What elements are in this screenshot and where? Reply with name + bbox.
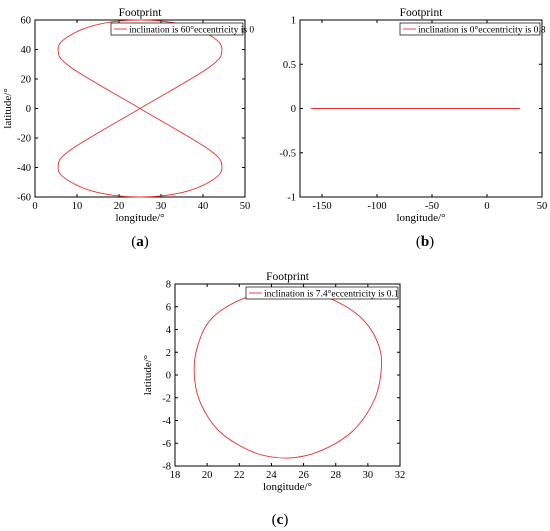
y-tick-label: 6 <box>166 302 171 313</box>
series-line <box>57 19 223 198</box>
legend-box <box>399 22 541 36</box>
y-tick-label: -8 <box>162 462 171 473</box>
x-tick-label: 20 <box>114 201 125 212</box>
x-axis-label: longitude/° <box>115 212 164 224</box>
y-tick-label: 20 <box>21 75 32 86</box>
y-tick-label: -0.5 <box>279 148 296 159</box>
y-tick-label: 8 <box>166 280 171 291</box>
y-tick-label: 2 <box>166 348 171 359</box>
x-tick-label: 18 <box>170 470 181 481</box>
y-axis-label: latitude/° <box>142 355 154 395</box>
legend-label: inclination is 0°eccentricity is 0.8 <box>418 24 546 35</box>
y-tick-label: 1 <box>291 16 296 27</box>
chart-panel-b: -150 -100 -50 0 50 -1 -0.5 0 0.5 1 Footprint longit… <box>279 7 547 250</box>
y-tick-label: 0 <box>291 104 296 115</box>
legend-label: inclination is 60°eccentricity is 0 <box>129 24 254 35</box>
x-tick-label: 50 <box>240 201 251 212</box>
y-tick-label: -40 <box>17 163 31 174</box>
x-tick-label: -50 <box>425 201 439 212</box>
y-tick-label: -2 <box>162 393 171 404</box>
y-tick-label: 0 <box>26 104 31 115</box>
legend-label: inclination is 7.4°eccentricity is 0.1 <box>264 288 399 299</box>
y-tick-label: 0.5 <box>283 60 296 71</box>
y-tick-label: 40 <box>21 45 32 56</box>
legend-box <box>110 22 244 36</box>
x-axis-label: longitude/° <box>396 212 445 224</box>
x-tick-label: 20 <box>202 470 213 481</box>
x-tick-label: 32 <box>395 470 406 481</box>
x-tick-label: 40 <box>198 201 209 212</box>
chart-panel-c: 18 20 22 24 26 28 30 32-8-6-4-202468Footprintlo… <box>142 271 405 528</box>
x-tick-label: -100 <box>367 201 386 212</box>
series-line <box>193 290 382 459</box>
y-tick-label: 60 <box>21 16 32 27</box>
chart-title: Footprint <box>119 7 163 19</box>
x-tick-label: 24 <box>266 470 277 481</box>
y-tick-label: -60 <box>17 193 31 204</box>
x-tick-label: -150 <box>312 201 331 212</box>
chart-title: Footprint <box>400 7 444 19</box>
x-tick-label: 28 <box>330 470 341 481</box>
axes-box <box>174 283 401 467</box>
panel-caption: (b) <box>416 234 434 250</box>
x-tick-label: 22 <box>234 470 245 481</box>
legend-box <box>245 286 399 300</box>
panel-caption: (a) <box>131 234 149 250</box>
chart-title: Footprint <box>266 271 310 283</box>
x-tick-label: 26 <box>298 470 309 481</box>
x-tick-label: 0 <box>32 201 37 212</box>
y-tick-label: -20 <box>17 134 31 145</box>
y-tick-label: 4 <box>166 325 172 336</box>
y-tick-label: -1 <box>287 193 296 204</box>
chart-panel-a: 0 10 20 30 40 50 -60 -40 -20 0 20 40 60 Footprint long… <box>2 7 254 250</box>
x-tick-label: 10 <box>72 201 83 212</box>
y-tick-label: -6 <box>162 439 171 450</box>
panel-caption: (c) <box>272 512 289 528</box>
x-axis-label: longitude/° <box>263 481 312 493</box>
x-tick-label: 30 <box>363 470 374 481</box>
x-tick-label: 0 <box>484 201 489 212</box>
y-tick-label: -4 <box>162 416 171 427</box>
y-tick-label: 0 <box>166 371 171 382</box>
y-axis-label: latitude/° <box>2 88 14 128</box>
x-tick-label: 30 <box>156 201 167 212</box>
x-tick-label: 50 <box>537 201 548 212</box>
